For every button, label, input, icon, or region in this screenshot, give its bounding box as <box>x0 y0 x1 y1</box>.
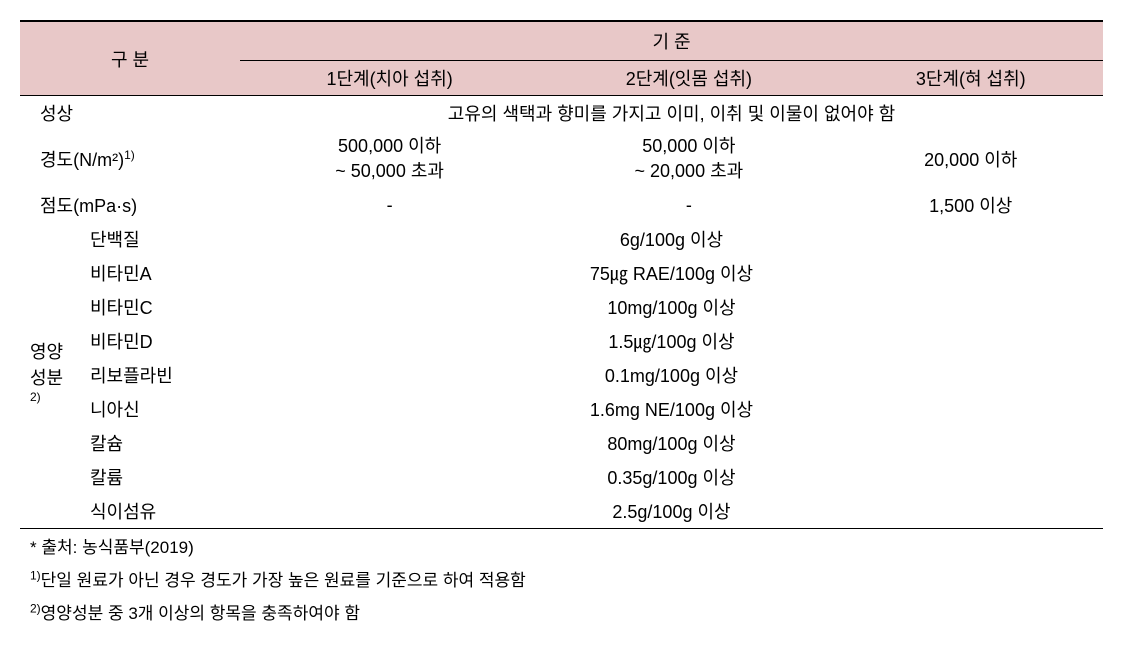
cell-hardness-label: 경도(N/m²)1) <box>20 130 240 188</box>
cell-appearance-value: 고유의 색택과 향미를 가지고 이미, 이취 및 이물이 없어야 함 <box>240 96 1103 131</box>
row-nutrition-3: 비타민D 1.5㎍/100g 이상 <box>20 324 1103 358</box>
cell-viscosity-stage1: - <box>240 188 539 222</box>
cell-hardness-stage1: 500,000 이하 ~ 50,000 초과 <box>240 130 539 188</box>
header-stage2: 2단계(잇몸 섭취) <box>539 61 838 96</box>
hardness-label-text: 경도(N/m²) <box>40 150 124 170</box>
cell-nutrition-value-1: 75㎍ RAE/100g 이상 <box>240 256 1103 290</box>
cell-nutrition-label-3: 비타민D <box>80 324 240 358</box>
cell-nutrition-value-2: 10mg/100g 이상 <box>240 290 1103 324</box>
hardness-s1-l1: 500,000 이하 <box>338 136 441 156</box>
row-nutrition-1: 비타민A 75㎍ RAE/100g 이상 <box>20 256 1103 290</box>
cell-nutrition-label-0: 단백질 <box>80 222 240 256</box>
cell-footnote-2: 2)영양성분 중 3개 이상의 항목을 충족하여야 함 <box>20 595 1103 628</box>
table-container: 구 분 기 준 1단계(치아 섭취) 2단계(잇몸 섭취) 3단계(혀 섭취) … <box>20 20 1103 628</box>
nutrition-group-l2: 성분 <box>30 368 63 388</box>
row-nutrition-5: 니아신 1.6mg NE/100g 이상 <box>20 392 1103 426</box>
cell-nutrition-value-7: 0.35g/100g 이상 <box>240 460 1103 494</box>
cell-nutrition-value-8: 2.5g/100g 이상 <box>240 494 1103 529</box>
header-stage1: 1단계(치아 섭취) <box>240 61 539 96</box>
row-nutrition-0: 영양 성분2) 단백질 6g/100g 이상 <box>20 222 1103 256</box>
cell-hardness-stage3: 20,000 이하 <box>839 130 1104 188</box>
cell-nutrition-value-4: 0.1mg/100g 이상 <box>240 358 1103 392</box>
cell-nutrition-label-5: 니아신 <box>80 392 240 426</box>
cell-appearance-label: 성상 <box>20 96 240 131</box>
cell-nutrition-label-1: 비타민A <box>80 256 240 290</box>
header-row-1: 구 분 기 준 <box>20 21 1103 61</box>
foot2-text: 영양성분 중 3개 이상의 항목을 충족하여야 함 <box>41 604 360 623</box>
cell-nutrition-group: 영양 성분 2) <box>20 222 80 529</box>
hardness-s2-l1: 50,000 이하 <box>642 136 735 156</box>
cell-nutrition-value-5: 1.6mg NE/100g 이상 <box>240 392 1103 426</box>
cell-viscosity-stage2: - <box>539 188 838 222</box>
hardness-s1-l2: ~ 50,000 초과 <box>335 161 444 181</box>
hardness-s2-l2: ~ 20,000 초과 <box>635 161 744 181</box>
cell-nutrition-value-6: 80mg/100g 이상 <box>240 426 1103 460</box>
cell-footnote-1: 1)단일 원료가 아닌 경우 경도가 가장 높은 원료를 기준으로 하여 적용함 <box>20 562 1103 595</box>
cell-viscosity-label: 점도(mPa·s) <box>20 188 240 222</box>
cell-footnote-source: * 출처: 농식품부(2019) <box>20 529 1103 563</box>
foot1-text: 단일 원료가 아닌 경우 경도가 가장 높은 원료를 기준으로 하여 적용함 <box>41 571 526 590</box>
row-viscosity: 점도(mPa·s) - - 1,500 이상 <box>20 188 1103 222</box>
nutrition-sup: 2) <box>30 390 41 404</box>
row-footnote-2: 2)영양성분 중 3개 이상의 항목을 충족하여야 함 <box>20 595 1103 628</box>
cell-nutrition-value-3: 1.5㎍/100g 이상 <box>240 324 1103 358</box>
cell-nutrition-label-8: 식이섬유 <box>80 494 240 529</box>
row-nutrition-6: 칼슘 80mg/100g 이상 <box>20 426 1103 460</box>
header-stage3: 3단계(혀 섭취) <box>839 61 1104 96</box>
cell-nutrition-label-7: 칼륨 <box>80 460 240 494</box>
foot1-sup: 1) <box>30 569 41 583</box>
hardness-sup: 1) <box>124 148 135 162</box>
row-footnote-source: * 출처: 농식품부(2019) <box>20 529 1103 563</box>
row-appearance: 성상 고유의 색택과 향미를 가지고 이미, 이취 및 이물이 없어야 함 <box>20 96 1103 131</box>
standards-table: 구 분 기 준 1단계(치아 섭취) 2단계(잇몸 섭취) 3단계(혀 섭취) … <box>20 20 1103 628</box>
row-nutrition-7: 칼륨 0.35g/100g 이상 <box>20 460 1103 494</box>
header-criteria: 기 준 <box>240 21 1103 61</box>
header-category: 구 분 <box>20 21 240 96</box>
cell-nutrition-label-6: 칼슘 <box>80 426 240 460</box>
row-nutrition-8: 식이섬유 2.5g/100g 이상 <box>20 494 1103 529</box>
row-hardness: 경도(N/m²)1) 500,000 이하 ~ 50,000 초과 50,000… <box>20 130 1103 188</box>
nutrition-group-l1: 영양 <box>30 342 63 362</box>
cell-viscosity-stage3: 1,500 이상 <box>839 188 1104 222</box>
cell-nutrition-label-2: 비타민C <box>80 290 240 324</box>
foot2-sup: 2) <box>30 602 41 616</box>
row-nutrition-4: 리보플라빈 0.1mg/100g 이상 <box>20 358 1103 392</box>
row-nutrition-2: 비타민C 10mg/100g 이상 <box>20 290 1103 324</box>
cell-hardness-stage2: 50,000 이하 ~ 20,000 초과 <box>539 130 838 188</box>
row-footnote-1: 1)단일 원료가 아닌 경우 경도가 가장 높은 원료를 기준으로 하여 적용함 <box>20 562 1103 595</box>
cell-nutrition-label-4: 리보플라빈 <box>80 358 240 392</box>
cell-nutrition-value-0: 6g/100g 이상 <box>240 222 1103 256</box>
